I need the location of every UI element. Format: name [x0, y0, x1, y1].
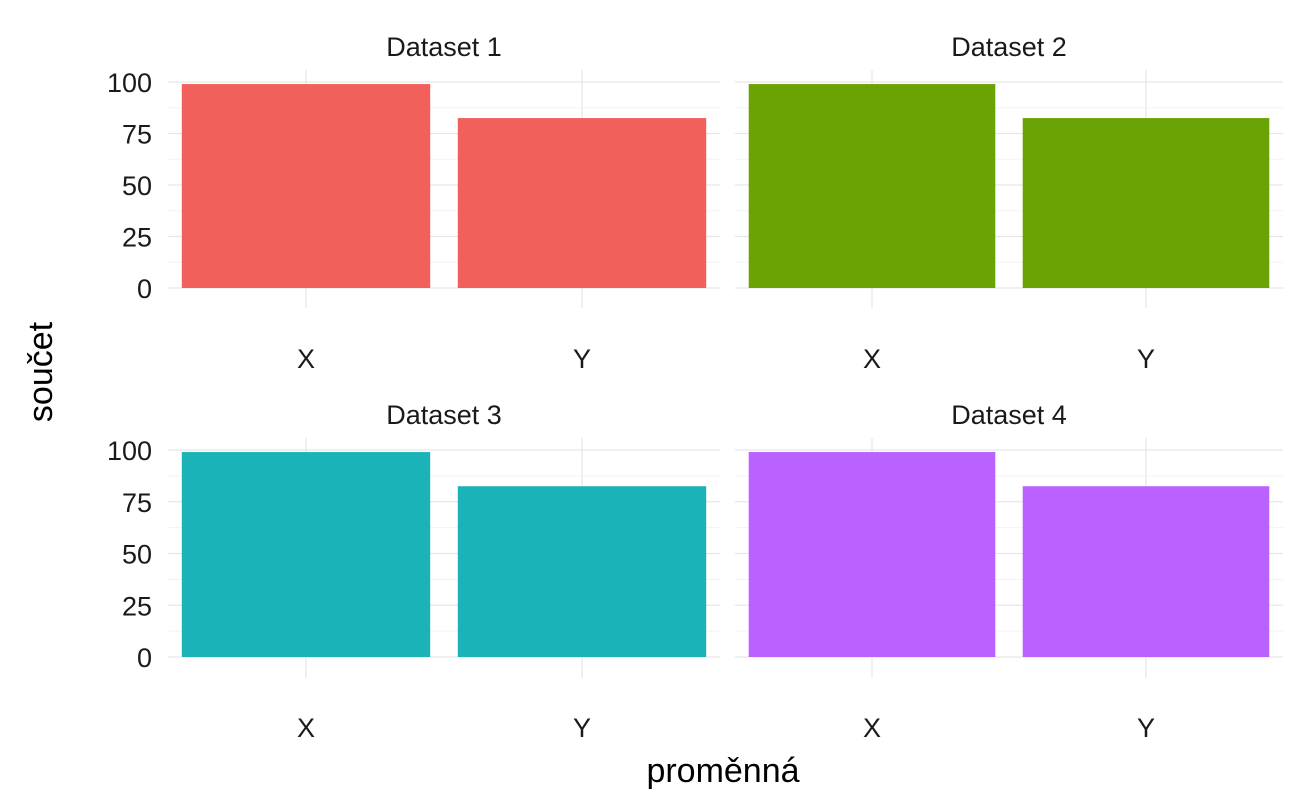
y-tick-label: 25 [122, 223, 152, 253]
facet-panel: Dataset 1 X Y 0 25 50 75 100 [107, 32, 720, 374]
facet-title: Dataset 4 [951, 400, 1067, 430]
bar-y [457, 118, 707, 288]
facet-panel: Dataset 3 X Y 0 25 50 75 100 [107, 400, 720, 743]
y-tick-label: 0 [137, 643, 152, 673]
y-tick-label: 100 [107, 68, 152, 98]
y-axis-title: součet [22, 321, 60, 422]
x-tick-label: X [863, 713, 881, 743]
x-axis-title: proměnná [646, 752, 799, 790]
facet-title: Dataset 2 [951, 32, 1067, 62]
x-tick-label: Y [1137, 344, 1155, 374]
y-tick-label: 25 [122, 591, 152, 621]
facet-title: Dataset 1 [386, 32, 502, 62]
bar-x [181, 452, 431, 657]
x-tick-label: Y [1137, 713, 1155, 743]
y-tick-label: 75 [122, 488, 152, 518]
y-tick-label: 0 [137, 274, 152, 304]
bar-x [748, 84, 996, 288]
facet-panel: Dataset 2 X Y [735, 32, 1283, 374]
bar-x [181, 84, 431, 288]
bar-y [1022, 486, 1270, 657]
bar-x [748, 452, 996, 657]
facet-panel: Dataset 4 X Y [735, 400, 1283, 743]
y-tick-label: 75 [122, 120, 152, 150]
bar-y [1022, 118, 1270, 288]
y-tick-label: 50 [122, 540, 152, 570]
x-tick-label: Y [573, 713, 591, 743]
x-tick-label: X [297, 344, 315, 374]
facet-title: Dataset 3 [386, 400, 502, 430]
x-tick-label: X [863, 344, 881, 374]
x-tick-label: Y [573, 344, 591, 374]
y-tick-label: 50 [122, 171, 152, 201]
y-tick-label: 100 [107, 436, 152, 466]
x-tick-label: X [297, 713, 315, 743]
bar-y [457, 486, 707, 657]
